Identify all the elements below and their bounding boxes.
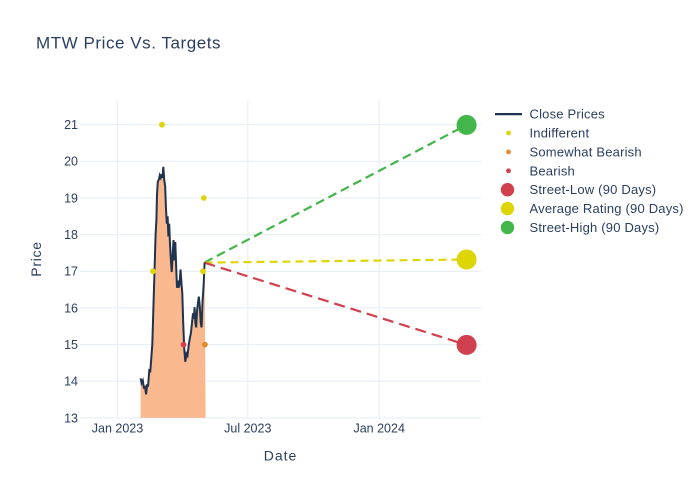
svg-text:Indifferent: Indifferent bbox=[530, 126, 590, 141]
svg-text:MTW Price Vs. Targets: MTW Price Vs. Targets bbox=[36, 33, 221, 52]
svg-text:14: 14 bbox=[64, 375, 78, 389]
svg-text:Date: Date bbox=[264, 448, 298, 464]
svg-text:Bearish: Bearish bbox=[530, 163, 575, 178]
svg-text:20: 20 bbox=[64, 155, 78, 169]
svg-text:17: 17 bbox=[64, 265, 78, 279]
svg-text:Jan 2024: Jan 2024 bbox=[353, 422, 404, 436]
svg-text:Somewhat Bearish: Somewhat Bearish bbox=[530, 144, 642, 159]
svg-text:18: 18 bbox=[64, 228, 78, 242]
svg-text:16: 16 bbox=[64, 301, 78, 315]
svg-text:21: 21 bbox=[64, 118, 78, 132]
svg-text:13: 13 bbox=[64, 411, 78, 425]
svg-text:Jan 2023: Jan 2023 bbox=[92, 422, 143, 436]
svg-text:Price: Price bbox=[28, 241, 44, 276]
svg-text:Street-Low (90 Days): Street-Low (90 Days) bbox=[530, 182, 657, 197]
svg-text:Average Rating (90 Days): Average Rating (90 Days) bbox=[530, 201, 684, 216]
svg-text:15: 15 bbox=[64, 338, 78, 352]
svg-text:Close Prices: Close Prices bbox=[530, 107, 606, 122]
svg-text:19: 19 bbox=[64, 191, 78, 205]
svg-text:Jul 2023: Jul 2023 bbox=[224, 422, 271, 436]
svg-text:Street-High (90 Days): Street-High (90 Days) bbox=[530, 220, 660, 235]
